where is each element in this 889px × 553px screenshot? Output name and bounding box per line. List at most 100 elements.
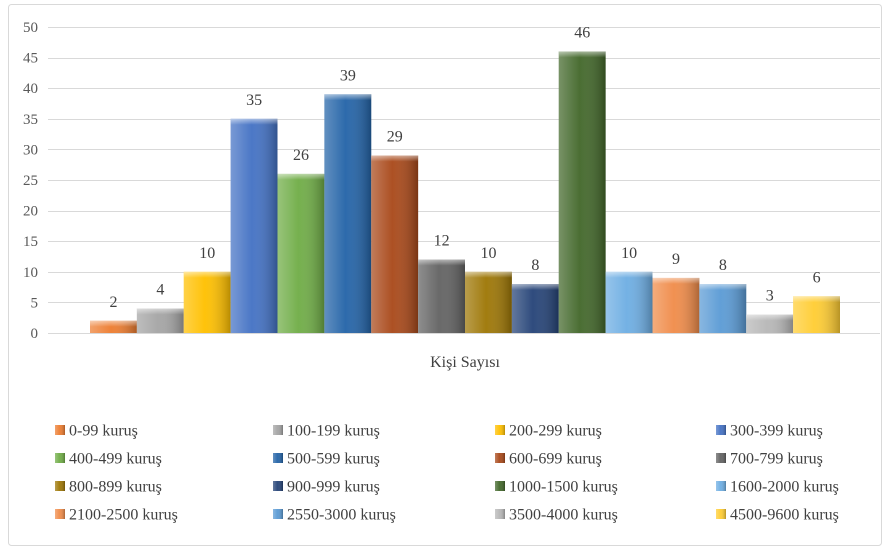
- bar: [511, 284, 559, 333]
- bar: [605, 271, 653, 333]
- bar: [230, 118, 278, 333]
- bar-highlight: [652, 277, 700, 284]
- legend-swatch-shading: [273, 425, 283, 435]
- bar-shading: [699, 284, 747, 333]
- legend-label: 600-699 kuruş: [509, 451, 602, 468]
- bar-highlight: [465, 271, 512, 278]
- bar-shading: [793, 296, 840, 333]
- legend-swatch-shading: [716, 509, 726, 519]
- bar-highlight: [699, 284, 747, 291]
- bar: [465, 271, 512, 333]
- legend-item: 2100-2500 kuruş: [55, 507, 178, 524]
- legend-label: 3500-4000 kuruş: [509, 507, 618, 524]
- bar-highlight: [511, 284, 559, 291]
- y-tick-label: 40: [23, 81, 38, 97]
- data-label: 46: [574, 24, 590, 41]
- y-tick-label: 25: [23, 173, 38, 189]
- bar-shading: [605, 271, 653, 333]
- legend-label: 500-599 kuruş: [287, 451, 380, 468]
- data-label: 35: [246, 92, 262, 109]
- legend-swatch-shading: [55, 509, 65, 519]
- legend-label: 900-999 kuruş: [287, 479, 380, 496]
- data-label: 10: [621, 245, 637, 262]
- bar: [746, 314, 794, 333]
- bar-highlight: [558, 51, 606, 58]
- y-tick-label: 15: [23, 234, 38, 250]
- legend-item: 300-399 kuruş: [716, 423, 823, 440]
- legend-swatch-shading: [55, 481, 65, 491]
- legend-swatch-shading: [495, 425, 505, 435]
- data-label: 39: [340, 67, 356, 84]
- bar-highlight: [136, 308, 184, 315]
- data-label: 26: [293, 147, 309, 164]
- legend-label: 2100-2500 kuruş: [69, 507, 178, 524]
- data-label: 8: [531, 257, 539, 274]
- legend-swatch-shading: [273, 509, 283, 519]
- bar-shading: [511, 284, 559, 333]
- data-label: 29: [387, 129, 403, 146]
- legend-label: 100-199 kuruş: [287, 423, 380, 440]
- bar: [699, 284, 747, 333]
- bar-shading: [465, 271, 512, 333]
- legend-item: 100-199 kuruş: [273, 423, 380, 440]
- y-tick-label: 20: [23, 204, 38, 220]
- legend-item: 200-299 kuruş: [495, 423, 602, 440]
- bar: [183, 271, 231, 333]
- legend-item: 600-699 kuruş: [495, 451, 602, 468]
- legend-item: 1600-2000 kuruş: [716, 479, 839, 496]
- bar-shading: [652, 277, 700, 333]
- bar-highlight: [371, 155, 419, 162]
- bar-highlight: [605, 271, 653, 278]
- legend-swatch-shading: [495, 509, 505, 519]
- bar-shading: [558, 51, 606, 333]
- legend-swatch-shading: [273, 481, 283, 491]
- bar-highlight: [418, 259, 465, 266]
- legend-label: 400-499 kuruş: [69, 451, 162, 468]
- legend-swatch-shading: [716, 453, 726, 463]
- bar: [418, 259, 465, 333]
- data-label: 6: [813, 269, 821, 286]
- legend-item: 400-499 kuruş: [55, 451, 162, 468]
- bar-highlight: [793, 296, 840, 303]
- bar: [136, 308, 184, 333]
- legend-item: 2550-3000 kuruş: [273, 507, 396, 524]
- bar: [277, 173, 325, 333]
- legend-label: 200-299 kuruş: [509, 423, 602, 440]
- bar: [793, 296, 840, 333]
- bar: [90, 320, 137, 333]
- legend-item: 3500-4000 kuruş: [495, 507, 618, 524]
- bar: [324, 94, 372, 333]
- bars: [90, 51, 840, 333]
- legend-swatch-shading: [716, 425, 726, 435]
- data-labels: 2 4 10 35 26 39 29 12 10 8 46 10 9 8 3 6: [109, 24, 820, 310]
- legend-label: 1600-2000 kuruş: [730, 479, 839, 496]
- bar-shading: [324, 94, 372, 333]
- legend-item: 0-99 kuruş: [55, 423, 138, 440]
- legend-item: 4500-9600 kuruş: [716, 507, 839, 524]
- data-label: 9: [672, 251, 680, 268]
- y-tick-label: 30: [23, 142, 38, 158]
- legend-swatch-shading: [495, 453, 505, 463]
- category-label: Kişi Sayısı: [430, 354, 500, 371]
- bar: [558, 51, 606, 333]
- legend-item: 900-999 kuruş: [273, 479, 380, 496]
- data-label: 12: [434, 233, 450, 250]
- legend-label: 2550-3000 kuruş: [287, 507, 396, 524]
- bar-highlight: [277, 173, 325, 180]
- legend: 0-99 kuruş 100-199 kuruş 200-299 kuruş 300-…: [55, 423, 839, 524]
- y-tick-label: 5: [31, 295, 39, 311]
- bar-highlight: [183, 271, 231, 278]
- bar-highlight: [746, 314, 794, 321]
- legend-swatch-shading: [273, 453, 283, 463]
- data-label: 2: [109, 294, 117, 311]
- y-tick-label: 45: [23, 51, 38, 67]
- legend-label: 800-899 kuruş: [69, 479, 162, 496]
- data-label: 8: [719, 257, 727, 274]
- bar-shading: [277, 173, 325, 333]
- legend-label: 4500-9600 kuruş: [730, 507, 839, 524]
- legend-item: 1000-1500 kuruş: [495, 479, 618, 496]
- bar: [371, 155, 419, 333]
- bar-highlight: [324, 94, 372, 101]
- legend-label: 700-799 kuruş: [730, 451, 823, 468]
